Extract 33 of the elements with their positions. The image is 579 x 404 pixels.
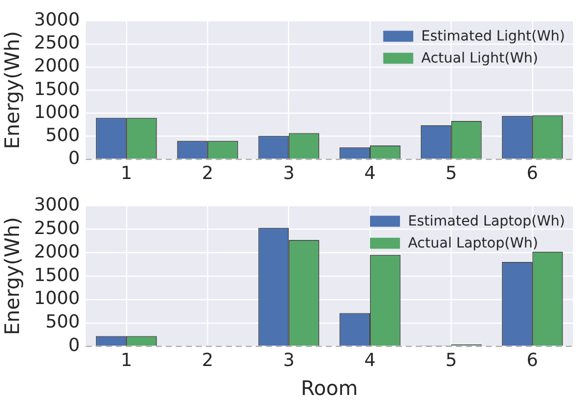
x-tick-label: 4 [364, 162, 376, 184]
x-tick-label: 3 [283, 162, 295, 184]
y-axis-title: Energy(Wh) [0, 217, 24, 336]
x-axis-title: Room [300, 376, 358, 400]
y-tick-label: 2500 [34, 32, 80, 54]
x-tick-label: 6 [526, 162, 538, 184]
x-tick-label: 2 [202, 162, 214, 184]
y-tick-label: 500 [45, 312, 80, 333]
x-tick-label: 1 [120, 350, 132, 371]
y-tick-label: 1500 [34, 264, 80, 286]
y-tick-label: 2500 [34, 218, 80, 239]
legend-label: Estimated Light(Wh) [421, 28, 566, 44]
y-tick-label: 1000 [34, 288, 80, 310]
x-tick-label: 4 [364, 350, 376, 371]
y-tick-label: 3000 [34, 194, 80, 216]
x-tick-label: 3 [283, 350, 295, 371]
legend-label: Estimated Laptop(Wh) [408, 213, 566, 230]
legend-label: Actual Laptop(Wh) [408, 235, 538, 252]
y-tick-label: 500 [45, 124, 80, 146]
x-tick-label: 1 [120, 162, 132, 184]
y-tick-label: 1000 [34, 102, 80, 123]
x-tick-label: 5 [445, 350, 457, 371]
y-tick-label: 3000 [34, 9, 80, 30]
y-tick-label: 0 [68, 335, 80, 356]
legend-label: Actual Light(Wh) [421, 50, 538, 66]
y-tick-label: 1500 [34, 78, 80, 100]
y-tick-label: 2000 [34, 56, 80, 77]
x-tick-label: 6 [526, 350, 538, 371]
x-tick-label: 2 [202, 350, 214, 371]
y-tick-label: 0 [68, 148, 80, 170]
y-axis-title: Energy(Wh) [0, 31, 24, 150]
x-tick-label: 5 [445, 162, 457, 184]
y-tick-label: 2000 [34, 241, 80, 262]
